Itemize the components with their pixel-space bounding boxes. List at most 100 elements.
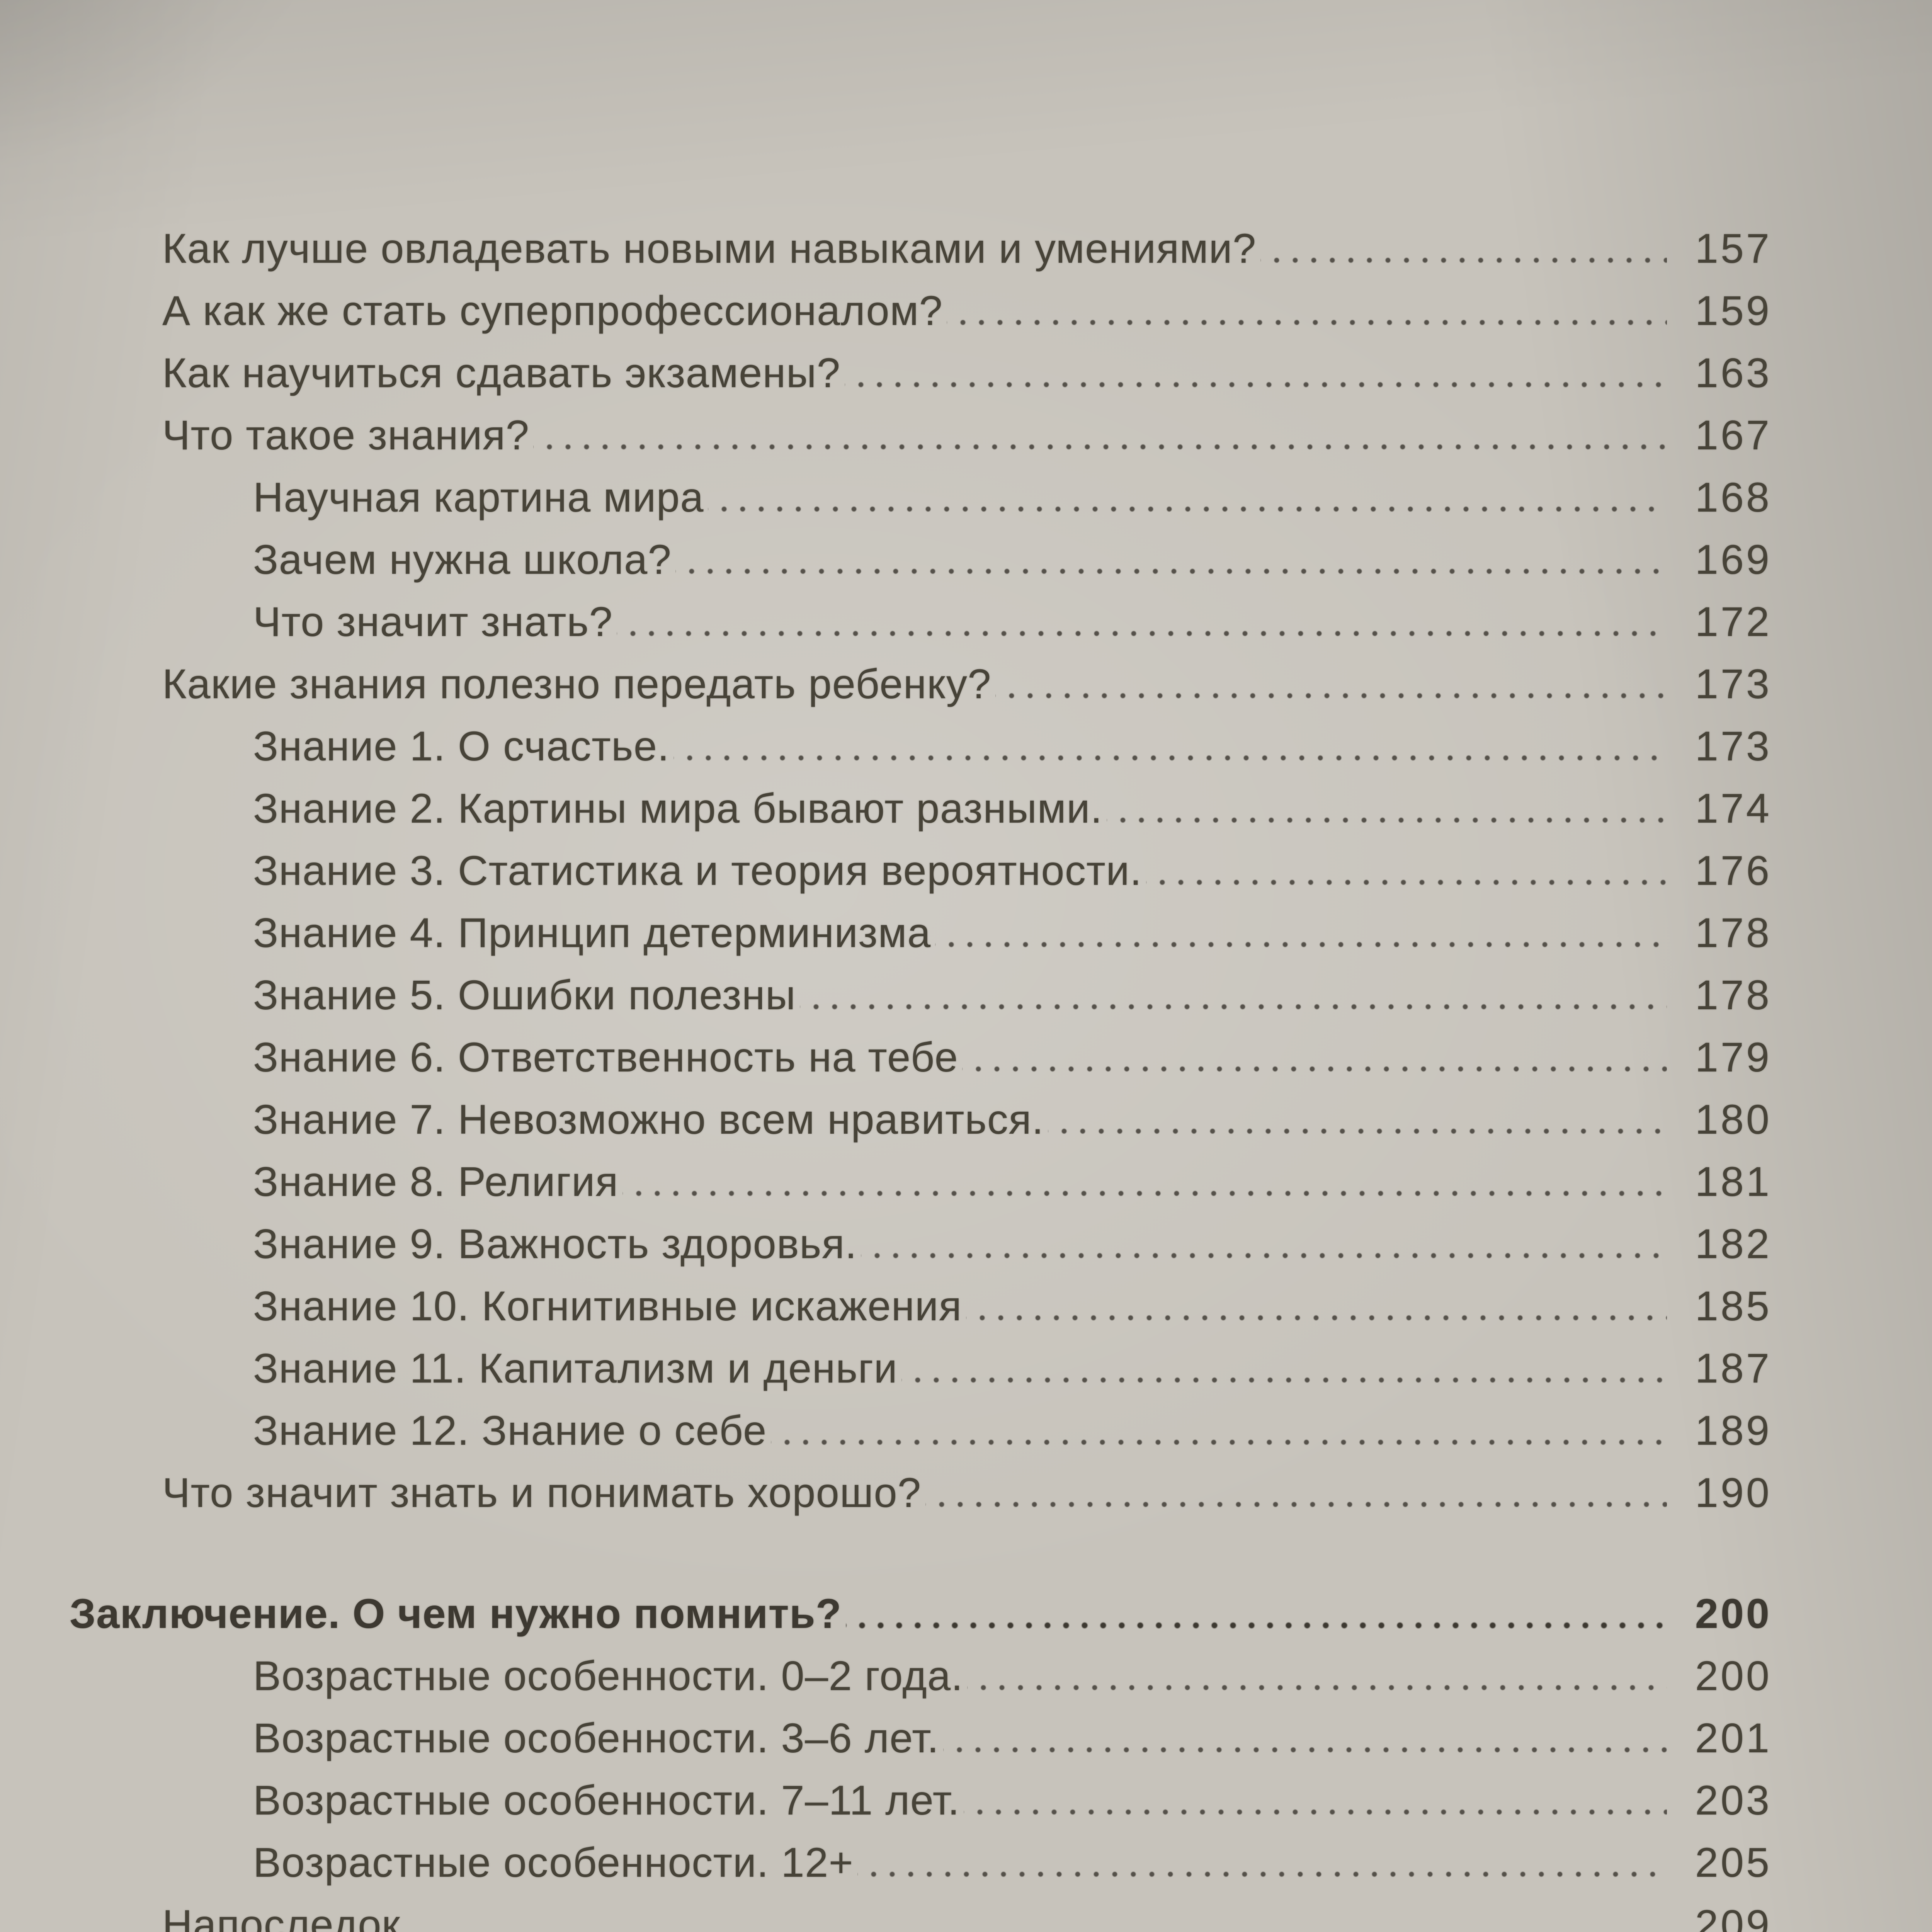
dot-leader — [966, 1275, 1667, 1337]
toc-entry: Возрастные особенности. 0–2 года. 200 — [0, 1645, 1772, 1707]
dot-leader — [404, 1893, 1667, 1932]
entry-page-number: 169 — [1695, 536, 1772, 583]
dot-leader — [770, 1399, 1667, 1461]
dot-leader — [617, 590, 1667, 653]
entry-page-number: 173 — [1695, 660, 1772, 707]
entry-label: Знание 8. Религия — [253, 1158, 619, 1205]
dot-leader — [925, 1461, 1667, 1524]
toc-entry: Знание 6. Ответственность на тебе 179 — [0, 1026, 1772, 1088]
dot-leader — [844, 342, 1667, 404]
entry-label: Возрастные особенности. 12+ — [253, 1839, 854, 1886]
dot-leader — [1048, 1088, 1667, 1150]
entry-label: Знание 5. Ошибки полезны — [253, 971, 796, 1018]
entry-label: Зачем нужна школа? — [253, 536, 672, 583]
toc-entry: Знание 4. Принцип детерминизма 178 — [0, 901, 1772, 964]
dot-leader — [964, 1769, 1667, 1831]
entry-label: Напоследок — [162, 1901, 401, 1932]
entry-label: Какие знания полезно передать ребенку? — [162, 660, 992, 707]
entry-page-number: 159 — [1695, 287, 1772, 334]
entry-label: Знание 7. Невозможно всем нравиться. — [253, 1096, 1044, 1143]
dot-leader — [935, 901, 1667, 964]
entry-label: Как научиться сдавать экзамены? — [162, 349, 841, 396]
entry-label: Знание 12. Знание о себе — [253, 1407, 767, 1454]
dot-leader — [857, 1831, 1667, 1893]
table-of-contents: Как лучше овладевать новыми навыками и у… — [0, 217, 1772, 1932]
entry-label: Знание 9. Важность здоровья. — [253, 1220, 857, 1267]
toc-entry: Знание 10. Когнитивные искажения 185 — [0, 1275, 1772, 1337]
toc-entry: Зачем нужна школа? 169 — [0, 528, 1772, 590]
entry-page-number: 180 — [1695, 1096, 1772, 1143]
dot-leader — [845, 1582, 1667, 1645]
toc-entry: Знание 8. Религия 181 — [0, 1150, 1772, 1213]
toc-entry: Заключение. О чем нужно помнить? 200 — [0, 1582, 1772, 1645]
entry-page-number: 173 — [1695, 723, 1772, 769]
dot-leader — [675, 528, 1667, 590]
toc-entry: А как же стать суперпрофессионалом? 159 — [0, 279, 1772, 342]
toc-entry: Знание 11. Капитализм и деньги 187 — [0, 1337, 1772, 1399]
dot-leader — [995, 653, 1667, 715]
toc-entry: Что такое знания? 167 — [0, 404, 1772, 466]
toc-entry: Знание 5. Ошибки полезны 178 — [0, 964, 1772, 1026]
dot-leader — [962, 1026, 1667, 1088]
entry-page-number: 176 — [1695, 847, 1772, 894]
entry-label: Возрастные особенности. 3–6 лет. — [253, 1714, 939, 1761]
entry-page-number: 178 — [1695, 909, 1772, 956]
entry-label: Знание 3. Статистика и теория вероятност… — [253, 847, 1142, 894]
dot-leader — [901, 1337, 1667, 1399]
entry-label: Как лучше овладевать новыми навыками и у… — [162, 225, 1257, 272]
dot-leader — [947, 279, 1667, 342]
entry-label: Знание 6. Ответственность на тебе — [253, 1034, 959, 1080]
entry-page-number: 200 — [1695, 1590, 1772, 1637]
entry-label: Знание 1. О счастье. — [253, 723, 670, 769]
toc-entry: Возрастные особенности. 3–6 лет. 201 — [0, 1707, 1772, 1769]
toc-entry: Как лучше овладевать новыми навыками и у… — [0, 217, 1772, 279]
dot-leader — [707, 466, 1667, 528]
entry-page-number: 181 — [1695, 1158, 1772, 1205]
entry-label: Возрастные особенности. 7–11 лет. — [253, 1777, 960, 1823]
entry-label: Что значит знать? — [253, 598, 613, 645]
entry-label: Что значит знать и понимать хорошо? — [162, 1469, 922, 1516]
entry-page-number: 200 — [1695, 1652, 1772, 1699]
dot-leader — [1260, 217, 1667, 279]
entry-label: Заключение. О чем нужно помнить? — [70, 1590, 842, 1637]
toc-entry: Как научиться сдавать экзамены? 163 — [0, 342, 1772, 404]
entry-page-number: 172 — [1695, 598, 1772, 645]
entry-page-number: 189 — [1695, 1407, 1772, 1454]
entry-label: Возрастные особенности. 0–2 года. — [253, 1652, 964, 1699]
toc-entry: Знание 2. Картины мира бывают разными. 17… — [0, 777, 1772, 839]
dot-leader — [533, 404, 1667, 466]
toc-entry: Знание 3. Статистика и теория вероятност… — [0, 839, 1772, 901]
dot-leader — [943, 1707, 1667, 1769]
dot-leader — [800, 964, 1667, 1026]
entry-page-number: 187 — [1695, 1345, 1772, 1391]
toc-entry: Научная картина мира 168 — [0, 466, 1772, 528]
entry-page-number: 205 — [1695, 1839, 1772, 1886]
dot-leader — [861, 1213, 1667, 1275]
entry-label: Что такое знания? — [162, 412, 530, 458]
toc-entry: Знание 9. Важность здоровья. 182 — [0, 1213, 1772, 1275]
entry-page-number: 179 — [1695, 1034, 1772, 1080]
entry-page-number: 174 — [1695, 785, 1772, 832]
toc-entry: Возрастные особенности. 7–11 лет. 203 — [0, 1769, 1772, 1831]
entry-page-number: 209 — [1695, 1901, 1772, 1932]
entry-page-number: 203 — [1695, 1777, 1772, 1823]
entry-page-number: 182 — [1695, 1220, 1772, 1267]
dot-leader — [1106, 777, 1667, 839]
toc-entry: Какие знания полезно передать ребенку? 17… — [0, 653, 1772, 715]
entry-page-number: 168 — [1695, 474, 1772, 520]
entry-page-number: 167 — [1695, 412, 1772, 458]
entry-label: А как же стать суперпрофессионалом? — [162, 287, 943, 334]
toc-entry: Знание 1. О счастье. 173 — [0, 715, 1772, 777]
toc-entry: Знание 12. Знание о себе 189 — [0, 1399, 1772, 1461]
entry-page-number: 201 — [1695, 1714, 1772, 1761]
toc-entry: Напоследок 209 — [0, 1893, 1772, 1932]
toc-entry: Знание 7. Невозможно всем нравиться. 180 — [0, 1088, 1772, 1150]
entry-label: Научная картина мира — [253, 474, 704, 520]
dot-leader — [967, 1645, 1667, 1707]
entry-label: Знание 4. Принцип детерминизма — [253, 909, 931, 956]
entry-page-number: 163 — [1695, 349, 1772, 396]
dot-leader — [622, 1150, 1667, 1213]
entry-label: Знание 10. Когнитивные искажения — [253, 1282, 962, 1329]
entry-page-number: 157 — [1695, 225, 1772, 272]
entry-label: Знание 2. Картины мира бывают разными. — [253, 785, 1103, 832]
